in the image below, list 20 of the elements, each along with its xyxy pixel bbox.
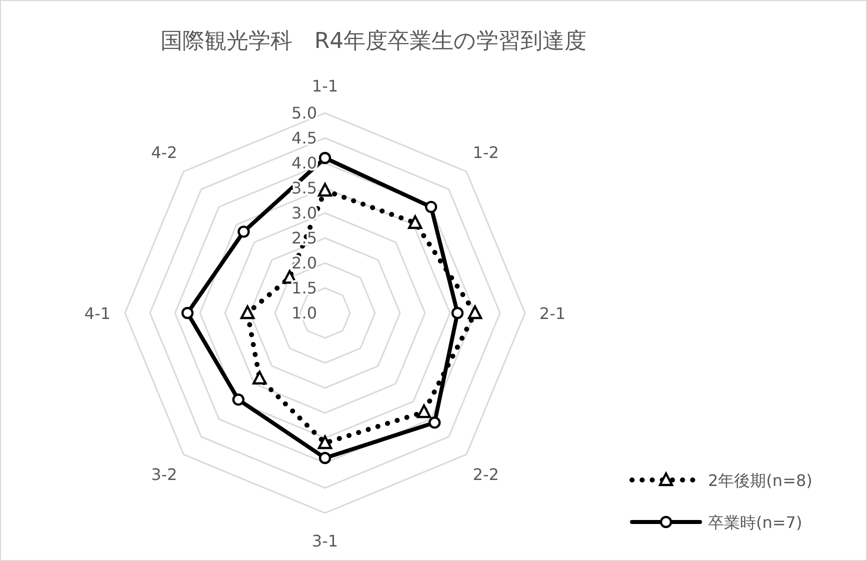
y-tick-label: 3.5 bbox=[292, 178, 317, 198]
y-tick-label: 4.0 bbox=[292, 154, 317, 172]
spoke-label: 3-1 bbox=[312, 532, 338, 550]
spoke-label: 4-1 bbox=[84, 304, 111, 323]
y-tick-label: 2.0 bbox=[292, 254, 317, 272]
y-tick-label: 3.0 bbox=[292, 204, 317, 222]
spoke-label: 2-1 bbox=[539, 304, 566, 323]
y-tick-label: 5.0 bbox=[292, 104, 317, 122]
spoke-label: 3-2 bbox=[151, 464, 178, 484]
legend-label: 卒業時(n=7) bbox=[708, 513, 802, 532]
spoke-label: 2-2 bbox=[472, 464, 499, 484]
y-tick-label: 2.5 bbox=[292, 228, 317, 248]
spoke-label: 1-1 bbox=[312, 76, 338, 96]
spoke-label: 1-2 bbox=[472, 143, 499, 162]
legend-label: 2年後期(n=8) bbox=[708, 471, 812, 490]
y-tick-label: 4.5 bbox=[292, 128, 317, 148]
spoke-label: 4-2 bbox=[151, 143, 178, 162]
chart-title: 国際観光学科 R4年度卒業生の学習到達度 bbox=[160, 29, 587, 54]
y-tick-label: 1.5 bbox=[292, 278, 317, 298]
y-tick-label: 1.0 bbox=[292, 304, 317, 322]
